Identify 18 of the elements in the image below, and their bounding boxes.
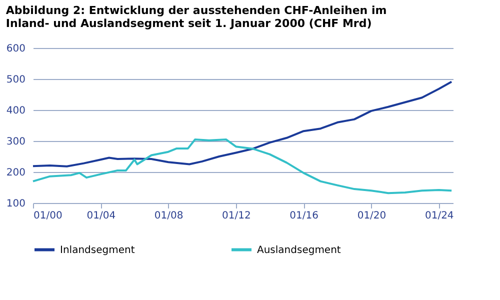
y-tick-label: 100 [6, 198, 26, 210]
x-tick-label: 01/24 [424, 210, 454, 222]
y-tick-label: 300 [6, 136, 26, 148]
line-series [32, 80, 453, 168]
legend-label: Auslandsegment [257, 244, 341, 256]
x-tick-label: 01/20 [357, 210, 386, 222]
y-tick-label: 200 [6, 168, 26, 178]
chart-title: Abbildung 2: Entwicklung der ausstehenden CHF-Anleihen im Inland- und Auslandsegment seit 1. Januar 2000 (CHF Mrd) [6, 4, 387, 30]
x-tick-label: 01/16 [290, 210, 318, 222]
y-tick-label: 400 [6, 106, 26, 116]
x-tick-label: 01/00 [34, 210, 62, 222]
y-tick-label: 500 [6, 74, 26, 86]
y-tick-label: 600 [6, 44, 26, 54]
x-tick-label: 01/04 [86, 210, 116, 222]
legend-label: Inlandsegment [60, 244, 135, 256]
x-tick-label: 01/08 [154, 210, 184, 222]
x-tick-label: 01/12 [222, 210, 251, 222]
line-series [32, 138, 453, 194]
